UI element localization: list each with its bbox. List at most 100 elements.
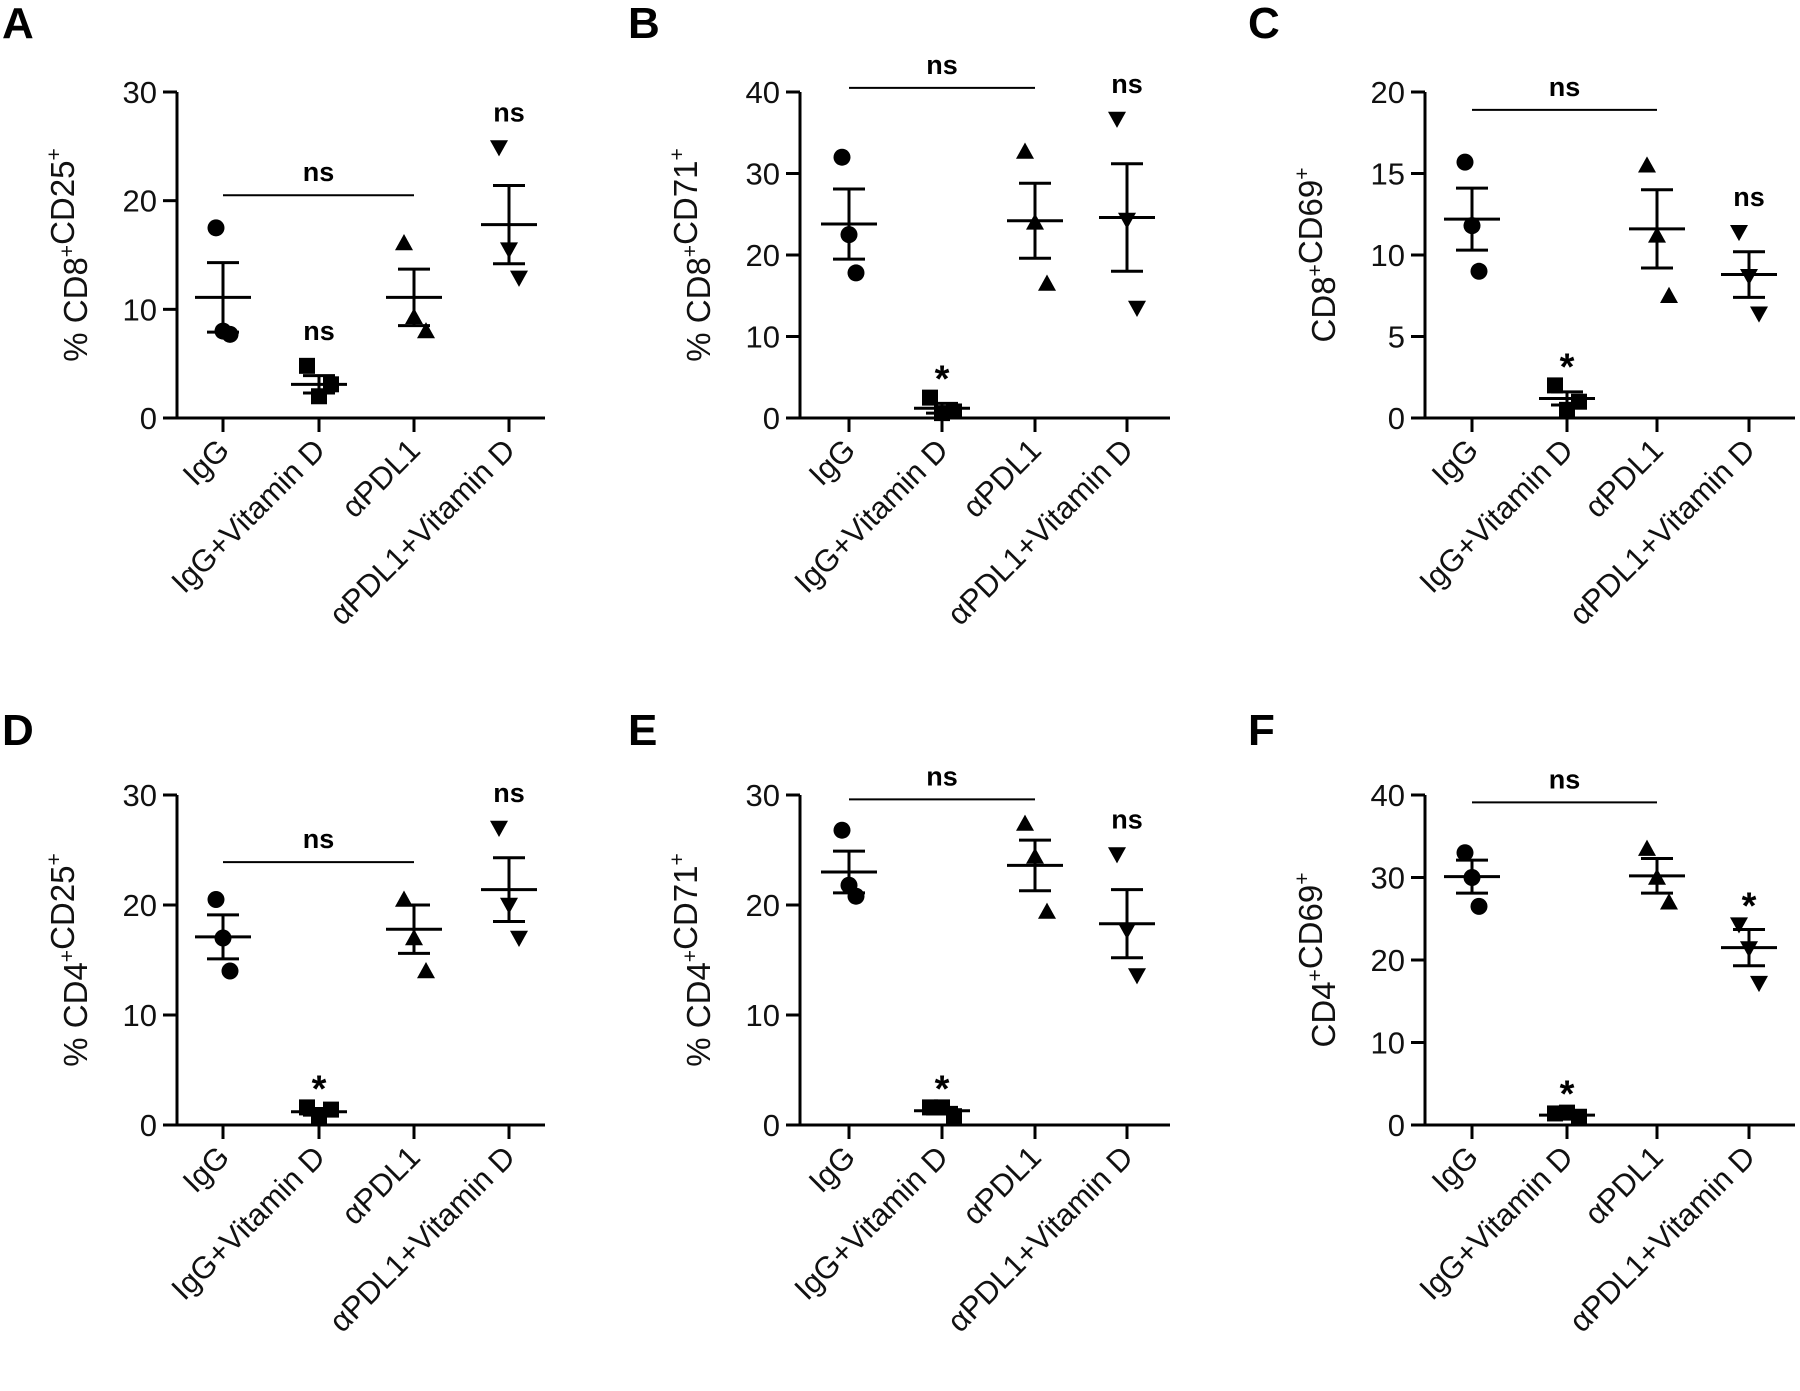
y-tick-label: 15 xyxy=(1371,157,1405,192)
data-point-square xyxy=(1547,377,1563,394)
y-tick-label: 30 xyxy=(746,778,780,813)
y-axis-label-marker: CD71 xyxy=(667,866,704,950)
y-axis-label-superscript: + xyxy=(679,245,702,257)
y-tick-label: 5 xyxy=(1388,320,1405,355)
data-point-triangle-up xyxy=(1638,839,1656,856)
data-point-triangle-up xyxy=(1660,286,1678,303)
y-axis-label-prefix: % xyxy=(680,1028,717,1067)
x-tick-label: IgG xyxy=(176,1139,236,1199)
y-tick-label: 30 xyxy=(1371,861,1405,896)
data-point-triangle-down xyxy=(1128,300,1146,317)
data-point-circle xyxy=(1470,897,1488,915)
data-point-circle xyxy=(833,821,851,839)
data-point-triangle-up xyxy=(1038,902,1056,919)
y-tick-label: 20 xyxy=(1371,943,1405,978)
y-axis-label: % CD4+CD71+ xyxy=(666,853,717,1066)
y-axis-label-superscript: + xyxy=(666,853,689,865)
x-tick-label: αPDL1 xyxy=(1578,1139,1670,1231)
y-axis-label-marker: CD71 xyxy=(667,161,704,245)
significance-ns: ns xyxy=(1111,69,1143,99)
data-point-square xyxy=(299,357,315,374)
data-point-triangle-down xyxy=(1730,917,1748,934)
y-tick-label: 10 xyxy=(123,292,157,327)
y-axis-label-superscript: + xyxy=(56,245,79,257)
bracket-label: ns xyxy=(303,157,335,187)
y-tick-label: 0 xyxy=(140,401,157,436)
panel-letter: B xyxy=(628,0,660,48)
significance-ns: ns xyxy=(493,97,525,127)
y-axis-label-superscript: + xyxy=(1291,873,1314,885)
bracket-label: ns xyxy=(303,824,335,854)
data-point-triangle-down xyxy=(1730,224,1748,242)
x-tick-label: αPDL1 xyxy=(1578,432,1670,524)
bracket-label: ns xyxy=(1549,764,1581,794)
panel-letter: D xyxy=(2,706,34,755)
data-point-triangle-down xyxy=(1750,306,1768,323)
data-point-triangle-up xyxy=(1660,893,1678,910)
y-tick-label: 0 xyxy=(140,1108,157,1143)
data-point-circle xyxy=(207,219,225,237)
significance-ns: ns xyxy=(493,778,525,808)
y-tick-label: 20 xyxy=(1371,75,1405,110)
y-axis-label-superscript: + xyxy=(1291,168,1314,180)
data-point-circle xyxy=(1470,262,1488,280)
y-tick-label: 10 xyxy=(123,998,157,1033)
y-axis-label-superscript: + xyxy=(679,950,702,962)
y-tick-label: 30 xyxy=(123,778,157,813)
x-tick-label: IgG xyxy=(802,432,862,492)
y-axis-label: % CD4+CD25+ xyxy=(43,853,94,1066)
x-tick-label: IgG xyxy=(1425,432,1485,492)
data-point-triangle-up xyxy=(395,890,413,907)
y-axis-label-superscript: + xyxy=(1304,969,1327,981)
x-tick-label: αPDL1+Vitamin D xyxy=(322,432,522,632)
data-point-triangle-up xyxy=(1038,274,1056,291)
y-axis-label-marker: CD25 xyxy=(44,161,81,245)
y-tick-label: 10 xyxy=(1371,1026,1405,1061)
y-axis-label-marker: CD69 xyxy=(1292,885,1329,969)
data-point-triangle-down xyxy=(1128,968,1146,985)
y-tick-label: 20 xyxy=(746,888,780,923)
y-axis-label: CD8+CD69+ xyxy=(1291,168,1342,343)
y-tick-label: 10 xyxy=(746,998,780,1033)
data-point-circle xyxy=(1456,153,1474,171)
data-point-triangle-down xyxy=(1108,111,1126,128)
y-axis-label-marker: CD8 xyxy=(57,257,94,323)
x-tick-label: αPDL1 xyxy=(335,1139,427,1231)
y-axis-label-superscript: + xyxy=(1304,264,1327,276)
y-tick-label: 40 xyxy=(1371,778,1405,813)
y-axis-label: % CD8+CD25+ xyxy=(43,148,94,361)
y-axis-label-marker: CD8 xyxy=(1305,276,1342,342)
x-tick-label: αPDL1+Vitamin D xyxy=(322,1139,522,1339)
significance-star: * xyxy=(935,1068,950,1110)
data-point-circle xyxy=(1456,844,1474,862)
data-point-triangle-down xyxy=(510,930,528,947)
panel-letter: E xyxy=(628,706,657,755)
bracket-label: ns xyxy=(926,761,958,791)
x-tick-label: αPDL1 xyxy=(335,432,427,524)
y-axis-label-marker: CD4 xyxy=(1305,981,1342,1047)
x-tick-label: IgG xyxy=(176,432,236,492)
data-point-triangle-down xyxy=(490,820,508,837)
data-point-square xyxy=(922,389,938,406)
panel-letter: F xyxy=(1248,706,1275,755)
panel-letter: C xyxy=(1248,0,1280,48)
y-tick-label: 20 xyxy=(123,184,157,219)
significance-star: * xyxy=(1560,346,1575,388)
data-point-triangle-up xyxy=(417,962,435,979)
x-tick-label: αPDL1 xyxy=(956,432,1048,524)
significance-star: * xyxy=(312,1068,327,1110)
panel-letter: A xyxy=(2,0,34,48)
y-tick-label: 0 xyxy=(1388,1108,1405,1143)
data-point-triangle-down xyxy=(1108,847,1126,864)
bracket-label: ns xyxy=(1549,72,1581,102)
y-tick-label: 10 xyxy=(746,320,780,355)
y-tick-label: 0 xyxy=(763,1108,780,1143)
y-tick-label: 20 xyxy=(746,238,780,273)
data-point-triangle-up xyxy=(1016,814,1034,831)
x-tick-label: IgG xyxy=(802,1139,862,1199)
